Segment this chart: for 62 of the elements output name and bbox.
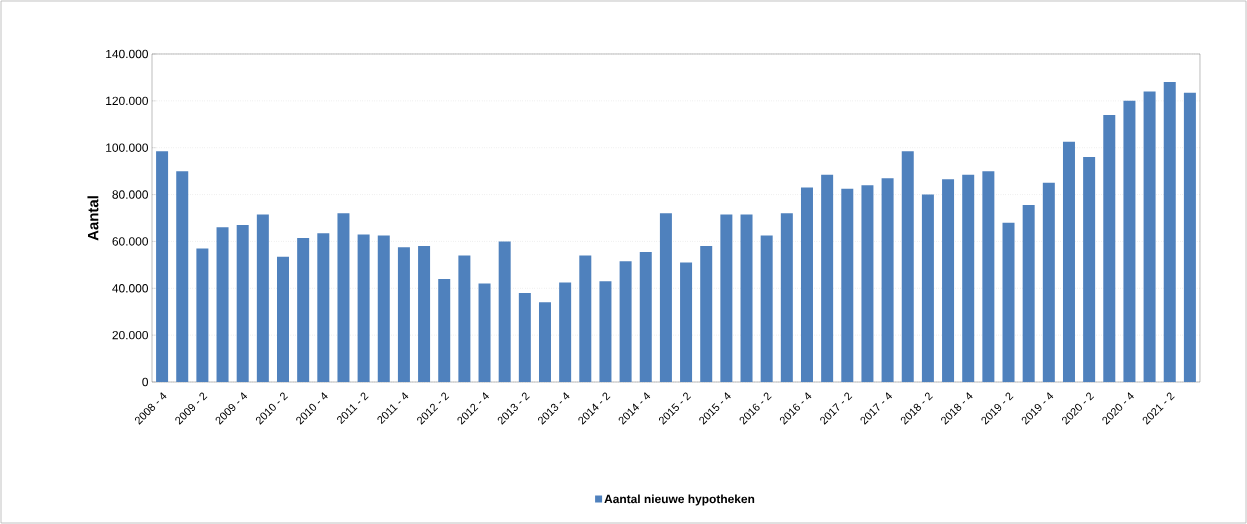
bar [780, 213, 793, 382]
bar [619, 261, 632, 382]
bar [579, 255, 592, 382]
bar [1123, 100, 1136, 382]
bar [176, 171, 189, 382]
bar [1022, 205, 1035, 382]
bar [297, 237, 310, 382]
bar [1083, 157, 1096, 382]
bar [156, 151, 169, 382]
y-tick-label: 0 [142, 377, 149, 387]
bar [740, 214, 753, 382]
bar [720, 214, 733, 382]
bar [700, 246, 713, 382]
bar [337, 213, 350, 382]
bar [498, 241, 511, 382]
bar [800, 187, 813, 382]
bar [478, 283, 491, 382]
bar [418, 246, 431, 382]
y-tick-label: 80.000 [112, 190, 149, 199]
bar [982, 171, 995, 382]
y-tick-label: 100.000 [106, 143, 149, 152]
bar [962, 174, 975, 382]
bar [397, 247, 410, 382]
bar [1103, 114, 1116, 382]
bar [438, 278, 451, 382]
y-axis-title: Aantal [87, 196, 99, 241]
bar [216, 227, 229, 382]
bar [1002, 222, 1015, 382]
y-tick-label: 20.000 [112, 330, 149, 340]
bar [1163, 82, 1176, 382]
legend-label: Aantal nieuwe hypotheken [604, 494, 755, 506]
bar [236, 225, 249, 382]
bar [921, 194, 934, 382]
bar [518, 292, 531, 382]
bar [659, 213, 672, 382]
y-tick-label: 40.000 [112, 284, 149, 293]
bar [256, 214, 269, 382]
bar [1183, 92, 1196, 382]
y-tick-label: 60.000 [112, 237, 149, 246]
bar [760, 235, 773, 382]
bar [881, 178, 894, 382]
bar [1143, 91, 1156, 382]
bar [680, 262, 693, 382]
bar [377, 235, 390, 382]
bar [357, 234, 370, 382]
bar [861, 185, 874, 382]
bar [559, 282, 572, 382]
bar [599, 281, 612, 382]
bar [901, 151, 914, 382]
bar [1062, 141, 1075, 382]
bar [1042, 182, 1055, 382]
bar [942, 179, 955, 382]
bar [538, 302, 551, 382]
bar [841, 188, 854, 382]
y-tick-label: 120.000 [106, 96, 149, 106]
bar [458, 255, 471, 382]
bar [196, 248, 209, 382]
bar [821, 174, 834, 382]
bar [317, 233, 330, 382]
y-tick-label: 140.000 [106, 49, 149, 59]
bar [277, 256, 289, 382]
bar [639, 251, 652, 382]
